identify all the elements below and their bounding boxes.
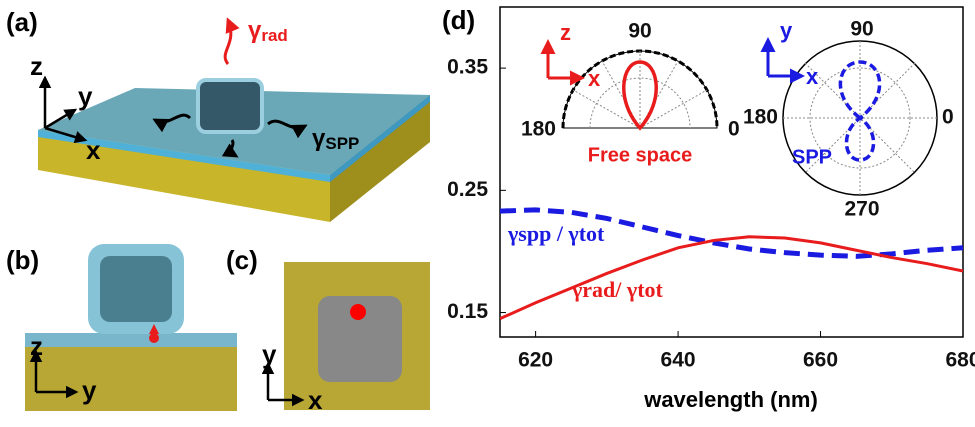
inset-title: Free space: [588, 144, 693, 166]
subscript: SPP: [325, 134, 359, 153]
x-tick-label: 660: [803, 349, 838, 372]
dielectric: [25, 333, 237, 347]
rad-arrow: [225, 20, 231, 64]
axis-label: x: [86, 135, 101, 165]
emitter: [350, 304, 366, 320]
angle-label: 90: [850, 18, 873, 41]
angle-label: 180: [521, 118, 556, 141]
axis-label: y: [262, 339, 277, 369]
core: [100, 256, 172, 322]
emitter: [149, 333, 159, 343]
y-tick-label: 0.35: [447, 56, 488, 79]
x-axis-title: wavelength (nm): [643, 387, 818, 412]
metal: [25, 345, 237, 411]
axis-label: x: [308, 385, 323, 415]
x-tick-label: 680: [945, 349, 975, 372]
figure: (a) z y x γrad γSPP (b) z y (c) y x (d) …: [0, 0, 975, 422]
inset-axis-label: y: [780, 18, 793, 43]
axis-label: y: [82, 375, 97, 405]
nanocube: [198, 80, 262, 132]
chart: (d) wavelength (nm) z x 90 180 0 Free sp…: [442, 5, 975, 412]
panel-a: (a) z y x γrad γSPP: [6, 7, 430, 222]
angle-label: 90: [628, 20, 651, 43]
symbol: γ: [248, 17, 262, 44]
angle-label: 0: [728, 118, 740, 141]
panel-label: (b): [6, 245, 39, 275]
axis-label: z: [30, 331, 43, 361]
x-tick-label: 640: [661, 349, 696, 372]
subscript: rad: [261, 26, 287, 45]
panel-label: (a): [6, 7, 38, 37]
y-tick-label: 0.25: [447, 178, 488, 201]
axis-label: z: [30, 51, 43, 81]
series-label: γrad/ γtot: [571, 277, 664, 302]
inset-title: SPP: [792, 146, 832, 168]
inset-axis-label: z: [560, 20, 571, 45]
angle-label: 180: [743, 106, 778, 129]
series-label: γspp / γtot: [507, 221, 605, 246]
panel-c: (c) y x: [226, 245, 430, 415]
panel-b: (b) z y: [6, 244, 237, 411]
panel-label: (c): [226, 245, 258, 275]
inset-axis-label: x: [806, 64, 819, 89]
x-tick-label: 620: [518, 349, 553, 372]
y-tick-label: 0.15: [447, 300, 488, 323]
angle-label: 0: [942, 106, 954, 129]
angle-label: 270: [844, 198, 879, 221]
panel-label: (d): [442, 5, 475, 35]
gamma-rad: γrad: [248, 17, 288, 45]
symbol: γ: [312, 125, 326, 152]
series-line: [500, 237, 963, 319]
inset-axis-label: x: [588, 66, 601, 91]
axis-label: y: [78, 81, 93, 111]
